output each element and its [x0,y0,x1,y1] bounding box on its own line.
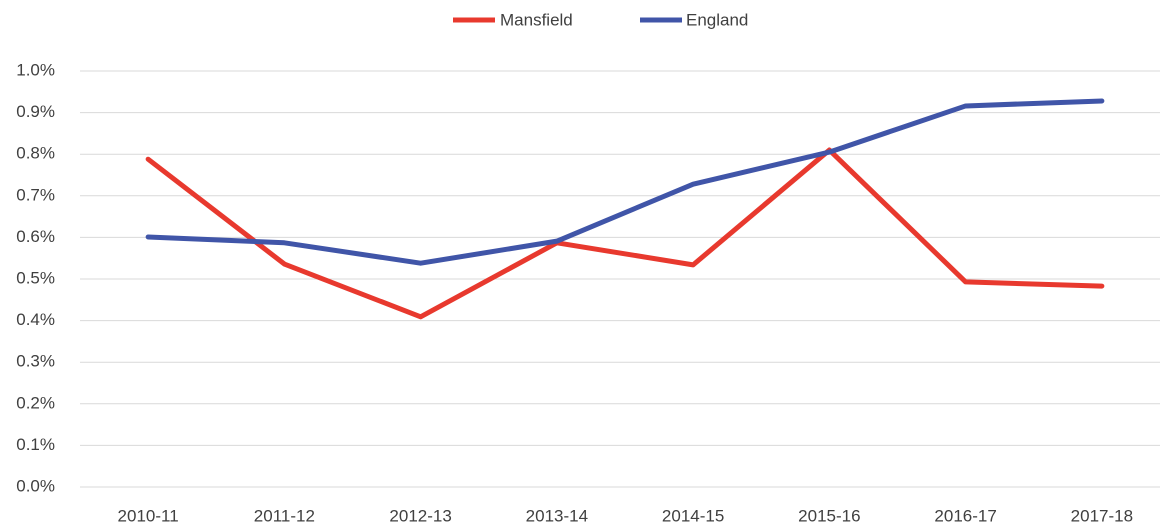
x-tick-label: 2013-14 [526,506,588,525]
series-line [145,98,1105,266]
series-line [145,147,1105,320]
x-tick-label: 2015-16 [798,506,860,525]
y-tick-label: 0.7% [16,185,55,204]
y-tick-label: 0.8% [16,144,55,163]
y-tick-label: 0.5% [16,268,55,287]
x-tick-label: 2010-11 [118,506,179,525]
y-tick-label: 0.9% [16,102,55,121]
y-tick-label: 0.3% [16,352,55,371]
y-tick-label: 0.6% [16,227,55,246]
y-tick-label: 0.0% [16,476,55,495]
y-tick-label: 0.1% [16,435,55,454]
legend-label: England [686,10,748,29]
x-tick-label: 2014-15 [662,506,724,525]
x-tick-label: 2016-17 [934,506,996,525]
x-tick-label: 2012-13 [389,506,451,525]
legend-label: Mansfield [500,10,573,29]
y-tick-label: 1.0% [16,60,55,79]
x-tick-label: 2011-12 [254,506,315,525]
y-tick-label: 0.2% [16,393,55,412]
y-tick-label: 0.4% [16,310,55,329]
x-tick-label: 2017-18 [1071,506,1133,525]
